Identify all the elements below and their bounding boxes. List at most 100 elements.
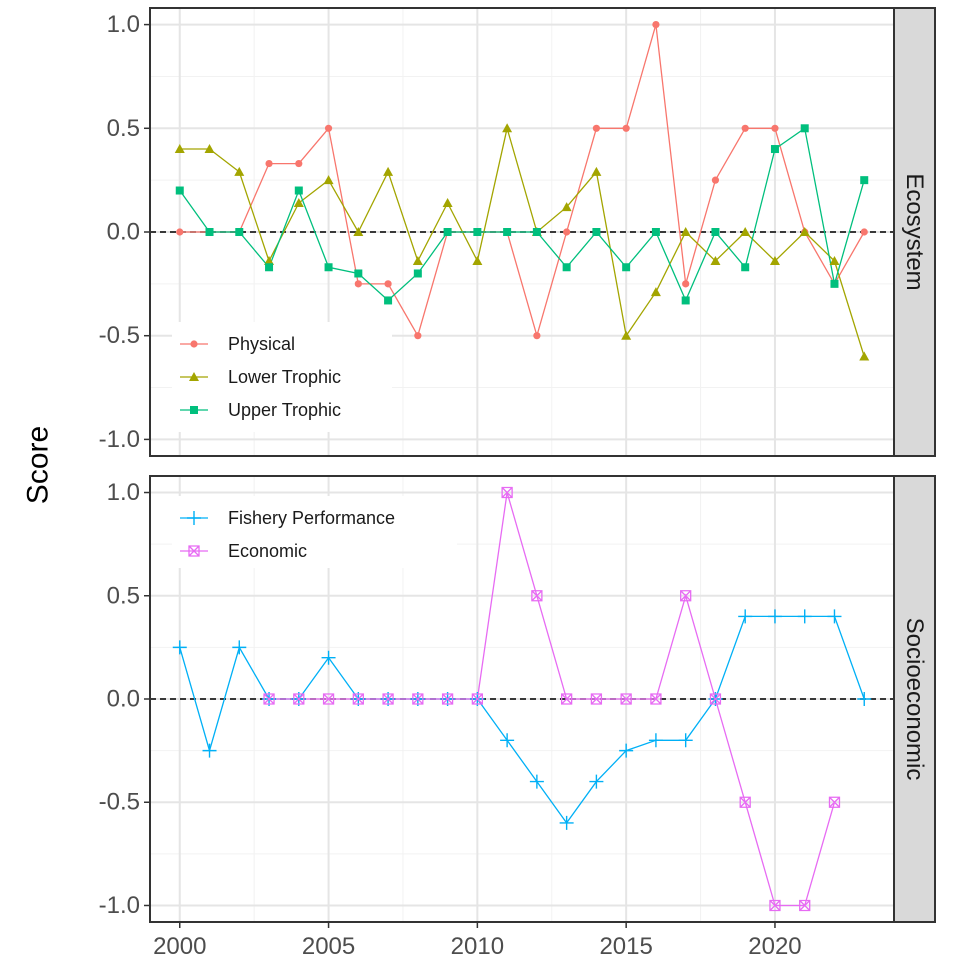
data-point bbox=[770, 145, 779, 154]
x-tick-label: 2000 bbox=[153, 933, 206, 960]
data-point bbox=[741, 124, 749, 132]
series-line bbox=[179, 127, 865, 303]
facet-strip-label: Socioeconomic bbox=[901, 618, 928, 781]
y-tick-label: -1.0 bbox=[99, 892, 140, 919]
data-point bbox=[472, 256, 483, 266]
y-tick-label: 0.0 bbox=[107, 686, 140, 713]
data-point bbox=[592, 228, 601, 236]
data-point bbox=[293, 197, 304, 207]
data-point bbox=[471, 693, 484, 705]
data-point bbox=[321, 650, 336, 665]
data-point bbox=[412, 693, 424, 705]
data-point bbox=[352, 693, 364, 705]
legend-label: Lower Trophic bbox=[228, 367, 341, 387]
y-tick-label: 1.0 bbox=[107, 11, 140, 38]
data-point bbox=[188, 545, 200, 557]
data-point bbox=[563, 228, 571, 236]
data-point bbox=[295, 159, 303, 168]
data-point bbox=[443, 228, 452, 236]
data-point bbox=[621, 330, 632, 340]
data-point bbox=[322, 693, 335, 705]
data-point bbox=[383, 166, 394, 176]
data-point bbox=[264, 256, 275, 266]
series-line bbox=[179, 128, 865, 357]
legend-label: Economic bbox=[228, 541, 307, 561]
y-tick-label: 1.0 bbox=[107, 479, 140, 506]
data-point bbox=[533, 332, 541, 340]
y-tick-label: -0.5 bbox=[99, 322, 140, 349]
data-point bbox=[382, 693, 394, 705]
data-point bbox=[771, 124, 779, 132]
data-point bbox=[709, 693, 722, 705]
data-point bbox=[829, 256, 840, 266]
data-point bbox=[532, 228, 541, 236]
data-point bbox=[711, 176, 720, 184]
y-tick-label: 0.5 bbox=[107, 582, 140, 609]
x-tick-label: 2015 bbox=[599, 933, 652, 960]
data-point bbox=[860, 176, 869, 185]
data-point bbox=[740, 227, 751, 236]
data-point bbox=[678, 733, 693, 748]
legend-label: Upper Trophic bbox=[228, 400, 341, 420]
data-point bbox=[175, 186, 184, 195]
data-point bbox=[738, 609, 753, 624]
data-point bbox=[354, 280, 362, 288]
data-point bbox=[650, 287, 661, 297]
data-point bbox=[800, 124, 809, 133]
data-point bbox=[412, 256, 423, 266]
data-point bbox=[441, 693, 454, 705]
data-point bbox=[767, 609, 782, 624]
data-point bbox=[413, 269, 422, 278]
data-point bbox=[503, 228, 512, 236]
data-point bbox=[622, 263, 631, 272]
data-point bbox=[739, 796, 751, 808]
data-point bbox=[473, 228, 482, 236]
data-point bbox=[202, 743, 217, 758]
data-point bbox=[501, 486, 513, 499]
data-point bbox=[652, 20, 660, 29]
y-tick-label: 0.5 bbox=[107, 115, 140, 142]
data-point bbox=[828, 796, 841, 808]
data-point bbox=[265, 159, 273, 168]
data-point bbox=[232, 640, 247, 655]
data-point bbox=[830, 279, 839, 288]
data-point bbox=[190, 406, 198, 414]
data-point bbox=[648, 733, 663, 748]
data-point bbox=[234, 166, 245, 176]
data-point bbox=[205, 228, 214, 236]
facet-strip bbox=[893, 475, 936, 923]
data-point bbox=[187, 511, 201, 525]
legend-label: Physical bbox=[228, 334, 295, 354]
data-point bbox=[680, 227, 691, 236]
data-point bbox=[353, 227, 364, 236]
data-point bbox=[591, 166, 602, 176]
data-point bbox=[651, 228, 660, 236]
data-point bbox=[265, 263, 274, 272]
data-point bbox=[293, 693, 305, 705]
y-tick-label: -0.5 bbox=[99, 789, 140, 816]
series-line bbox=[179, 24, 865, 339]
data-point bbox=[384, 280, 392, 288]
data-point bbox=[769, 256, 780, 266]
data-point bbox=[531, 590, 543, 602]
data-point bbox=[204, 144, 215, 154]
data-point bbox=[680, 590, 692, 602]
data-point bbox=[384, 296, 393, 305]
data-point bbox=[650, 693, 662, 705]
data-point bbox=[189, 372, 199, 381]
data-point bbox=[622, 124, 630, 132]
y-axis-title: Score bbox=[22, 426, 55, 504]
data-point bbox=[500, 733, 515, 748]
data-point bbox=[529, 774, 544, 789]
y-tick-label: -1.0 bbox=[99, 426, 140, 453]
data-point bbox=[592, 124, 601, 132]
data-point bbox=[442, 197, 453, 207]
data-point bbox=[799, 899, 811, 912]
data-point bbox=[741, 263, 750, 272]
data-point bbox=[172, 640, 187, 655]
data-point bbox=[797, 609, 812, 624]
data-point bbox=[263, 693, 275, 705]
data-point bbox=[710, 256, 721, 266]
data-point bbox=[176, 228, 184, 236]
